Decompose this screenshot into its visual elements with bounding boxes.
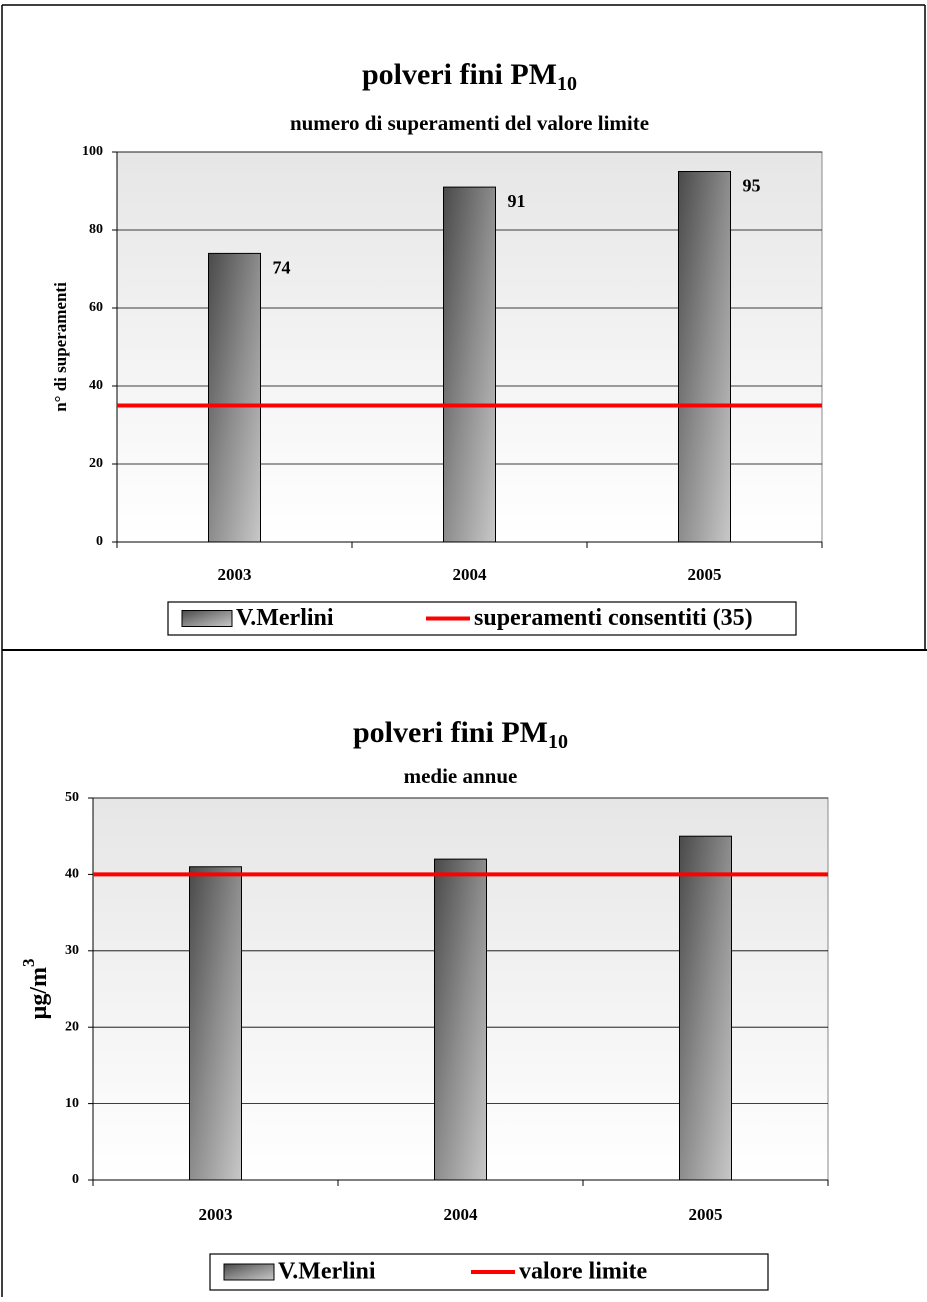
legend-box bbox=[167, 601, 797, 636]
x-tick-label: 2004 bbox=[444, 1205, 479, 1224]
y-label-text: n° di superamenti bbox=[51, 282, 70, 412]
y-label-text: µg/m bbox=[26, 967, 52, 1020]
y-tick-label: 30 bbox=[65, 943, 79, 958]
legend-label: valore limite bbox=[519, 1259, 648, 1285]
y-label-superscript: 3 bbox=[19, 959, 38, 968]
title-subscript: 10 bbox=[557, 73, 577, 95]
data-label: 91 bbox=[508, 191, 526, 211]
bar bbox=[208, 252, 261, 543]
data-label: 95 bbox=[743, 176, 761, 196]
bar bbox=[679, 835, 732, 1181]
y-tick-label: 50 bbox=[65, 790, 79, 805]
legend-swatch bbox=[181, 610, 233, 627]
legend-label: superamenti consentiti (35) bbox=[474, 605, 753, 631]
x-tick-label: 2004 bbox=[453, 565, 488, 584]
bar bbox=[189, 866, 242, 1181]
y-axis-label: n° di superamenti bbox=[51, 282, 70, 412]
legend-label: V.Merlini bbox=[278, 1259, 376, 1285]
y-tick-label: 20 bbox=[65, 1019, 79, 1034]
y-tick-label: 0 bbox=[72, 1172, 79, 1187]
legend-label: V.Merlini bbox=[236, 605, 334, 631]
y-tick-label: 10 bbox=[65, 1096, 79, 1111]
chart-subtitle: numero di superamenti del valore limite bbox=[290, 111, 649, 135]
y-tick-label: 40 bbox=[89, 378, 103, 393]
title-text: polveri fini PM bbox=[353, 716, 548, 749]
x-tick-label: 2003 bbox=[199, 1205, 233, 1224]
chart-subtitle: medie annue bbox=[404, 764, 518, 788]
y-axis-label: µg/m3 bbox=[19, 959, 52, 1020]
legend-swatch bbox=[223, 1263, 275, 1281]
y-tick-label: 100 bbox=[82, 144, 103, 159]
x-tick-label: 2005 bbox=[689, 1205, 723, 1224]
bar bbox=[434, 858, 487, 1181]
y-tick-label: 80 bbox=[89, 222, 103, 237]
y-tick-label: 20 bbox=[89, 456, 103, 471]
y-tick-label: 0 bbox=[96, 534, 103, 549]
title-text: polveri fini PM bbox=[362, 58, 557, 91]
chart-title: polveri fini PM10 bbox=[353, 716, 568, 753]
y-tick-label: 40 bbox=[65, 867, 79, 882]
chart-title: polveri fini PM10 bbox=[362, 58, 577, 95]
y-tick-label: 60 bbox=[89, 300, 103, 315]
x-tick-label: 2005 bbox=[688, 565, 722, 584]
data-label: 74 bbox=[273, 258, 291, 278]
title-subscript: 10 bbox=[548, 731, 568, 753]
bar bbox=[443, 186, 496, 543]
x-tick-label: 2003 bbox=[218, 565, 252, 584]
bar bbox=[678, 171, 731, 543]
